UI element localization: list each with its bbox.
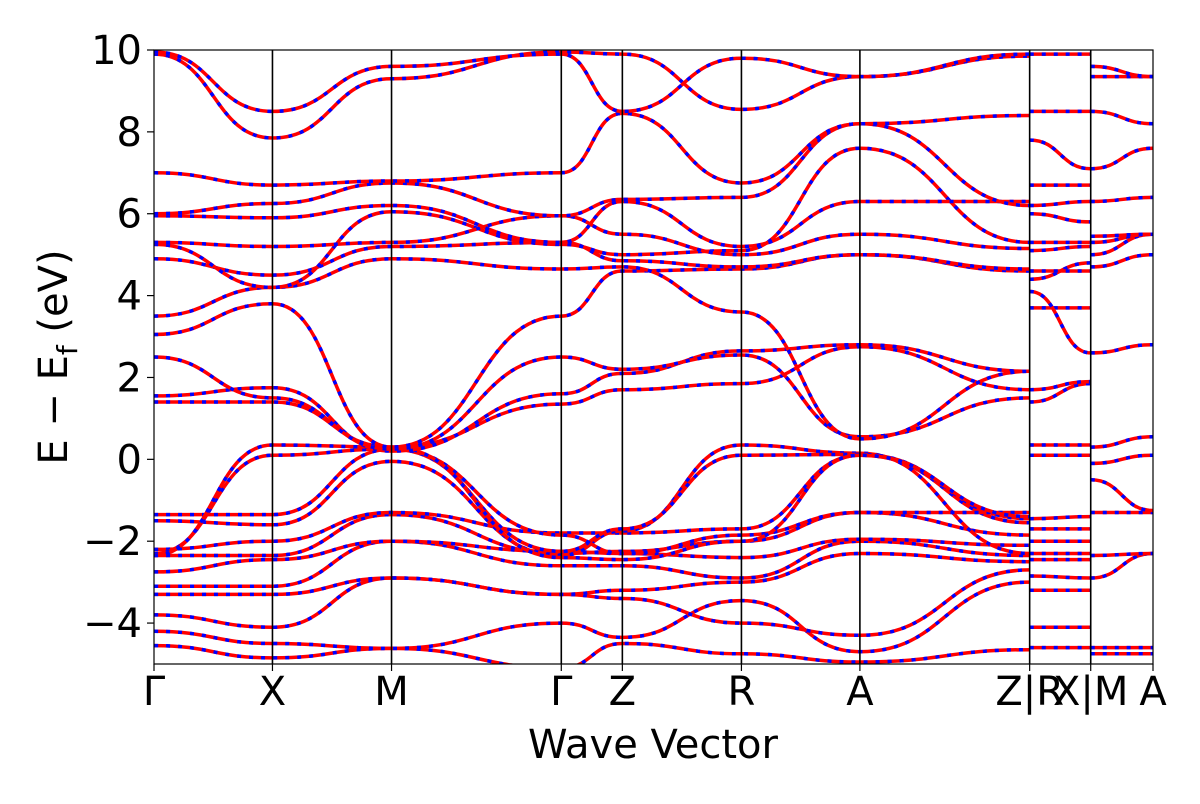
band-spin-up: [154, 447, 1030, 556]
band-xm-spin-up: [1090, 109, 1153, 126]
band-spin-down: [154, 257, 1030, 441]
y-axis-label-unit: (eV): [31, 249, 77, 345]
x-tick-label: Z|R: [995, 669, 1064, 715]
band-xm-spin-up: [1090, 146, 1153, 171]
band-spin-up: [154, 447, 1030, 554]
y-tick-label: 10: [91, 28, 142, 74]
band-xm-spin-up: [1090, 551, 1153, 580]
y-tick-label: 2: [117, 355, 142, 401]
y-tick-label: −2: [83, 519, 142, 565]
band-zr-spin-up: [1029, 514, 1091, 521]
band-zr-spin-up: [1029, 138, 1091, 171]
band-spin-up: [154, 539, 1030, 588]
y-axis-label-subscript: f: [51, 344, 84, 355]
band-spin-down: [154, 353, 1030, 451]
band-spin-down: [154, 252, 1030, 449]
band-zr-spin-up: [1029, 244, 1091, 253]
band-spin-down: [154, 568, 1030, 638]
y-tick-label: 8: [117, 110, 142, 156]
band-spin-down: [154, 199, 1030, 249]
x-tick-label: A: [1139, 669, 1167, 715]
x-tick-label: X|M: [1053, 669, 1128, 715]
x-tick-label: Z: [609, 669, 636, 715]
band-spin-down: [154, 447, 1030, 554]
y-tick-label: −4: [83, 601, 142, 647]
y-axis-label-main: E − E: [31, 355, 77, 465]
band-spin-down: [154, 641, 1030, 664]
band-zr-spin-up: [1029, 289, 1091, 355]
x-axis-label: Wave Vector: [528, 722, 779, 768]
x-tick-label: M: [374, 669, 409, 715]
x-tick-label: A: [846, 669, 874, 715]
y-axis-label: E − Ef (eV): [31, 249, 84, 464]
band-spin-down: [154, 447, 1030, 556]
band-spin-down: [154, 551, 1030, 597]
x-axis-ticks: Γ X M Γ Z R A Z|RX|M A: [143, 664, 1167, 715]
x-tick-label: Γ: [550, 669, 573, 715]
y-axis-ticks: −4 −2 0 2 4 6 8 10: [83, 28, 154, 647]
band-zr-spin-up: [1029, 381, 1091, 404]
band-xm-spin-up: [1090, 453, 1153, 466]
band-spin-up: [154, 453, 1030, 552]
band-zr-spin-down: [1029, 138, 1091, 171]
band-xm-spin-up: [1090, 551, 1153, 558]
plot-frame: [153, 49, 1154, 665]
y-tick-label: 4: [117, 274, 142, 320]
y-tick-label: 6: [117, 192, 142, 238]
band-xm-spin-down: [1090, 478, 1153, 513]
band-xm-spin-up: [1090, 64, 1153, 79]
x-tick-label: Γ: [143, 669, 166, 715]
band-spin-down: [154, 539, 1030, 588]
band-curves: [154, 50, 1153, 664]
band-spin-down: [154, 50, 1030, 140]
high-symmetry-lines: [271, 50, 1092, 664]
band-spin-up: [154, 50, 1030, 140]
band-zr-spin-up: [1029, 574, 1091, 580]
band-xm-spin-up: [1090, 342, 1153, 355]
band-spin-down: [154, 111, 1030, 187]
band-zr-spin-up: [1029, 199, 1091, 208]
y-tick-label: 0: [117, 437, 142, 483]
band-xm-spin-up: [1090, 435, 1153, 449]
band-xm-spin-up: [1090, 478, 1153, 513]
band-spin-down: [154, 50, 1030, 114]
band-xm-spin-up: [1090, 232, 1153, 238]
band-spin-down: [154, 453, 1030, 552]
band-zr-spin-up: [1029, 379, 1091, 392]
x-tick-label: R: [728, 669, 756, 715]
band-zr-spin-up: [1029, 211, 1091, 224]
band-spin-down: [154, 121, 1030, 218]
band-xm-spin-up: [1090, 195, 1153, 204]
x-tick-label: X: [259, 669, 286, 715]
band-xm-spin-up: [1090, 252, 1153, 269]
